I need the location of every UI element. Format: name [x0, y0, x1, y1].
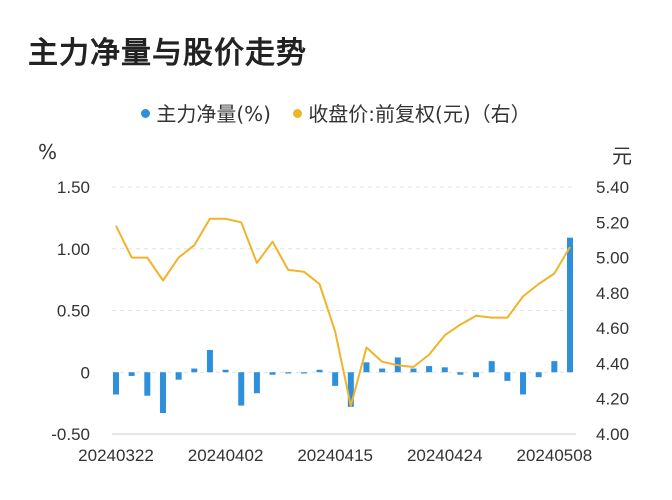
- x-tick-label: 20240322: [78, 446, 154, 465]
- legend-item-close-price[interactable]: 收盘价:前复权(元)（右）: [293, 98, 531, 127]
- bar: [567, 237, 573, 373]
- bar: [504, 372, 511, 381]
- x-tick-label: 20240508: [517, 446, 593, 465]
- bar: [206, 350, 213, 373]
- bar: [253, 372, 260, 394]
- bar: [332, 372, 339, 386]
- bar: [222, 369, 229, 373]
- left-axis-unit: %: [38, 140, 58, 164]
- x-tick-label: 20240424: [407, 446, 483, 465]
- legend-dot-icon: [293, 109, 303, 118]
- bar: [441, 367, 448, 373]
- bar: [520, 372, 527, 395]
- left-tick-label: 1.00: [57, 240, 90, 259]
- price-line: [115, 217, 571, 407]
- left-tick-label: 0: [81, 363, 90, 382]
- bar: [316, 369, 323, 373]
- right-tick-label: 4.40: [596, 354, 629, 373]
- bar: [269, 372, 276, 375]
- bar: [551, 361, 558, 373]
- bar: [379, 368, 386, 373]
- bar: [191, 368, 198, 373]
- bar: [473, 372, 480, 378]
- bar: [238, 372, 245, 406]
- chart-legend: 主力净量(%) 收盘价:前复权(元)（右）: [0, 98, 672, 127]
- right-tick-label: 5.40: [596, 178, 629, 197]
- x-tick-label: 20240415: [297, 446, 373, 465]
- right-tick-label: 5.00: [596, 249, 629, 268]
- bar: [410, 368, 417, 373]
- right-axis-unit: 元: [612, 144, 632, 168]
- left-tick-label: 1.50: [57, 178, 90, 197]
- bar: [488, 361, 495, 373]
- legend-item-net-volume[interactable]: 主力净量(%): [141, 98, 271, 127]
- bar: [426, 366, 433, 373]
- right-tick-label: 4.20: [596, 390, 629, 409]
- bar: [144, 372, 151, 396]
- bar: [535, 372, 542, 378]
- bar: [128, 372, 135, 376]
- bar: [175, 372, 182, 380]
- bar: [300, 372, 307, 374]
- legend-label: 主力净量(%): [156, 102, 271, 126]
- right-tick-label: 4.80: [596, 284, 629, 303]
- left-tick-label: 0.50: [57, 302, 90, 321]
- bar: [457, 372, 464, 375]
- bar: [113, 372, 119, 395]
- right-tick-label: 4.00: [596, 425, 629, 444]
- bar: [347, 372, 354, 407]
- bar: [363, 362, 370, 373]
- left-tick-label: -0.50: [51, 425, 90, 444]
- legend-label: 收盘价:前复权(元)（右）: [308, 102, 531, 126]
- bar: [159, 372, 166, 414]
- bar: [285, 372, 292, 374]
- x-tick-label: 20240402: [188, 446, 264, 465]
- legend-dot-icon: [141, 109, 151, 118]
- right-tick-label: 4.60: [596, 319, 629, 338]
- chart-title: 主力净量与股价走势: [28, 36, 307, 71]
- right-tick-label: 5.20: [596, 213, 629, 232]
